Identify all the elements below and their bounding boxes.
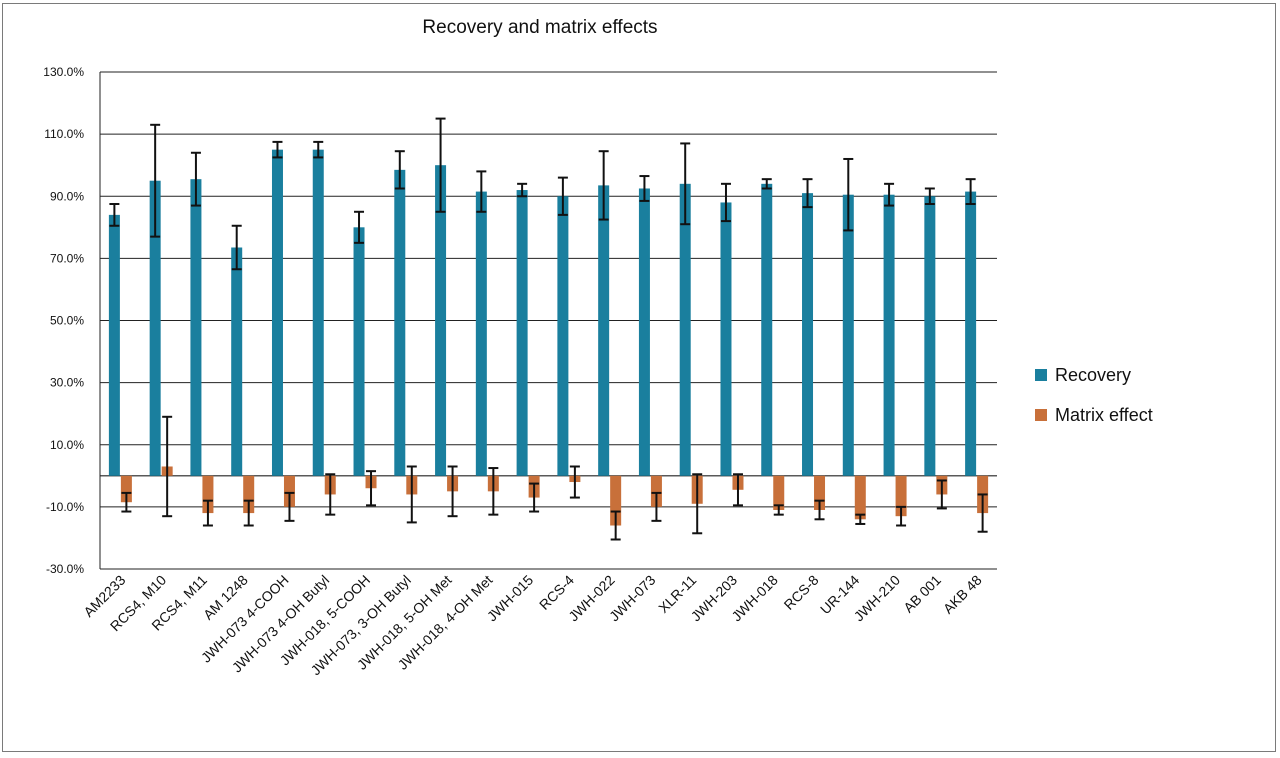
bar-matrix-effect <box>895 475 907 517</box>
bar-recovery <box>108 214 120 476</box>
chart-legend: Recovery Matrix effect <box>1035 355 1153 435</box>
bar-matrix-effect <box>283 475 295 507</box>
bar-matrix-effect <box>773 475 785 510</box>
x-category-label: AB 001 <box>900 572 944 616</box>
bar-recovery <box>190 179 202 476</box>
chart-title: Recovery and matrix effects <box>422 17 658 38</box>
bar-recovery <box>394 169 406 476</box>
legend-swatch-matrix-effect <box>1035 409 1047 421</box>
bar-recovery <box>353 227 365 476</box>
bar-recovery <box>679 183 691 476</box>
y-tick-label: 90.0% <box>50 189 84 203</box>
bar-recovery <box>883 194 895 476</box>
bar-matrix-effect <box>814 475 826 510</box>
bar-recovery <box>149 180 161 476</box>
bar-matrix-effect <box>243 475 255 514</box>
y-tick-label: -30.0% <box>46 562 84 576</box>
bar-recovery <box>924 196 936 476</box>
bar-recovery <box>516 190 528 476</box>
bar-recovery <box>842 194 854 476</box>
bar-matrix-effect <box>650 475 662 507</box>
bar-recovery <box>231 247 243 476</box>
y-tick-label: 50.0% <box>50 314 84 328</box>
legend-label-matrix-effect: Matrix effect <box>1055 404 1153 425</box>
bar-recovery <box>435 165 447 476</box>
bar-recovery <box>720 202 732 476</box>
y-tick-label: -10.0% <box>46 500 84 514</box>
legend-item-recovery: Recovery <box>1035 355 1153 395</box>
y-tick-label: 130.0% <box>43 65 84 79</box>
legend-label-recovery: Recovery <box>1055 364 1132 385</box>
bar-recovery <box>802 193 814 476</box>
bar-matrix-effect <box>202 475 214 514</box>
x-category-label: RCS-8 <box>781 572 822 613</box>
bar-matrix-effect <box>120 475 132 503</box>
legend-swatch-recovery <box>1035 369 1047 381</box>
legend-item-matrix-effect: Matrix effect <box>1035 395 1153 435</box>
bar-recovery <box>761 183 773 476</box>
bar-recovery <box>557 196 569 476</box>
bar-recovery <box>475 191 487 476</box>
bar-recovery <box>271 149 283 476</box>
bar-recovery <box>598 185 610 476</box>
y-tick-label: 30.0% <box>50 376 84 390</box>
y-tick-label: 70.0% <box>50 251 84 265</box>
bar-recovery <box>638 188 650 476</box>
bar-recovery <box>965 191 977 476</box>
y-tick-label: 10.0% <box>50 438 84 452</box>
bar-matrix-effect <box>854 475 866 520</box>
x-category-label: AKB 48 <box>940 572 985 617</box>
bar-matrix-effect <box>610 475 622 526</box>
bar-recovery <box>312 149 324 476</box>
y-tick-label: 110.0% <box>44 127 84 141</box>
